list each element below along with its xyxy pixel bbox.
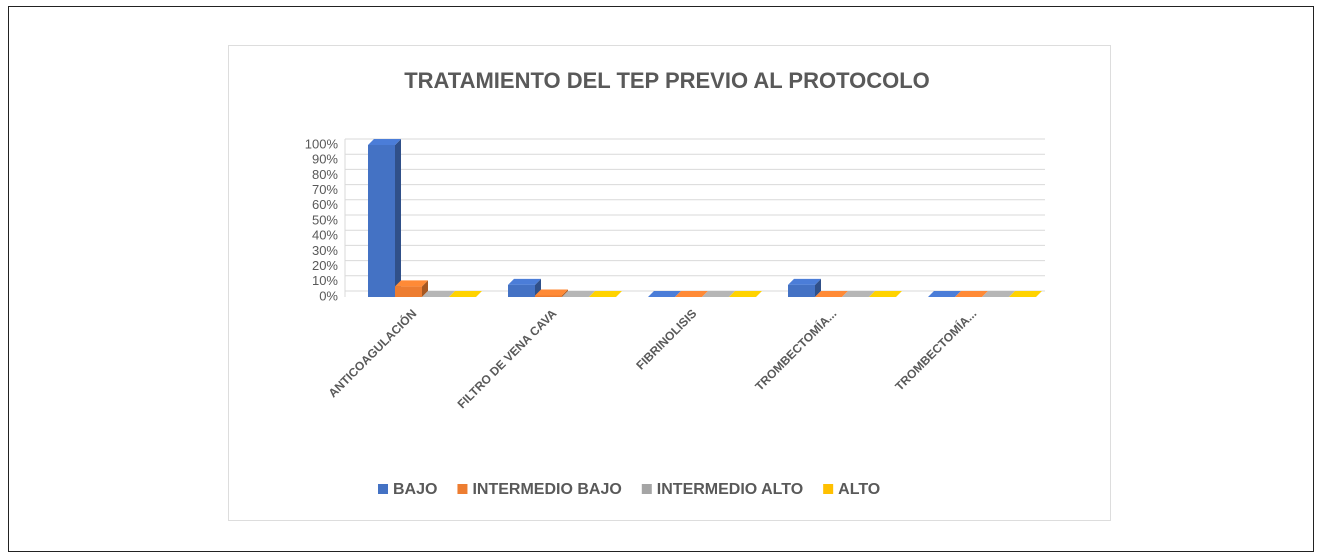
bar — [675, 291, 708, 297]
legend-label: BAJO — [393, 481, 437, 498]
bar — [535, 289, 568, 297]
y-tick-label: 0% — [319, 288, 338, 303]
bar-top — [928, 291, 961, 297]
legend-label: INTERMEDIO BAJO — [472, 481, 621, 498]
y-tick-label: 30% — [312, 243, 338, 258]
bar-front — [368, 145, 395, 297]
bar — [702, 291, 735, 297]
bar-top — [508, 278, 541, 285]
bar-top — [562, 291, 595, 297]
bar-front — [508, 284, 535, 297]
y-tick-label: 10% — [312, 273, 338, 288]
bar-front — [788, 284, 815, 297]
y-tick-label: 90% — [312, 152, 338, 167]
bar-top — [675, 291, 708, 297]
y-tick-label: 40% — [312, 228, 338, 243]
bar-top — [395, 280, 428, 287]
legend-swatch — [641, 484, 652, 494]
bar — [562, 291, 595, 297]
legend-label: INTERMEDIO ALTO — [657, 481, 803, 498]
bar-top — [788, 278, 821, 285]
bar — [589, 291, 622, 297]
y-tick-label: 100% — [305, 136, 339, 151]
bar-top — [535, 289, 568, 296]
bar — [395, 280, 428, 297]
bar-top — [815, 291, 848, 297]
bar — [928, 291, 961, 297]
bar-top — [702, 291, 735, 297]
bar — [982, 291, 1015, 297]
bar-side — [562, 289, 568, 297]
legend-swatch — [457, 484, 468, 494]
bar — [842, 291, 875, 297]
legend-swatch — [378, 484, 388, 494]
y-tick-label: 60% — [312, 197, 338, 212]
y-tick-label: 80% — [312, 167, 338, 182]
y-tick-label: 70% — [312, 182, 338, 197]
legend-swatch — [823, 484, 834, 494]
bar-front — [535, 295, 562, 297]
bar-top — [368, 139, 401, 145]
bar — [1009, 291, 1042, 297]
bar-top — [729, 291, 762, 297]
bar-top — [842, 291, 875, 297]
bar — [449, 291, 482, 297]
bar-top — [589, 291, 622, 297]
legend-label: ALTO — [838, 481, 880, 498]
bar-side — [395, 139, 401, 297]
bar-top — [1009, 291, 1042, 297]
bar-top — [955, 291, 988, 297]
bar — [508, 278, 541, 297]
bar — [955, 291, 988, 297]
bar — [869, 291, 902, 297]
bar — [729, 291, 762, 297]
bar-top — [982, 291, 1015, 297]
bar-top — [422, 291, 455, 297]
chart-panel — [228, 45, 1111, 521]
bar-top — [648, 291, 681, 297]
y-tick-label: 20% — [312, 258, 338, 273]
y-tick-label: 50% — [312, 212, 338, 227]
bar-side — [815, 278, 821, 297]
bar-front — [395, 286, 422, 297]
bar — [648, 291, 681, 297]
bar — [788, 278, 821, 297]
chart-title: TRATAMIENTO DEL TEP PREVIO AL PROTOCOLO — [404, 68, 930, 93]
bar — [815, 291, 848, 297]
bar — [422, 291, 455, 297]
bar-top — [449, 291, 482, 297]
bar-side — [422, 280, 428, 297]
bar — [368, 139, 401, 297]
bar-top — [869, 291, 902, 297]
